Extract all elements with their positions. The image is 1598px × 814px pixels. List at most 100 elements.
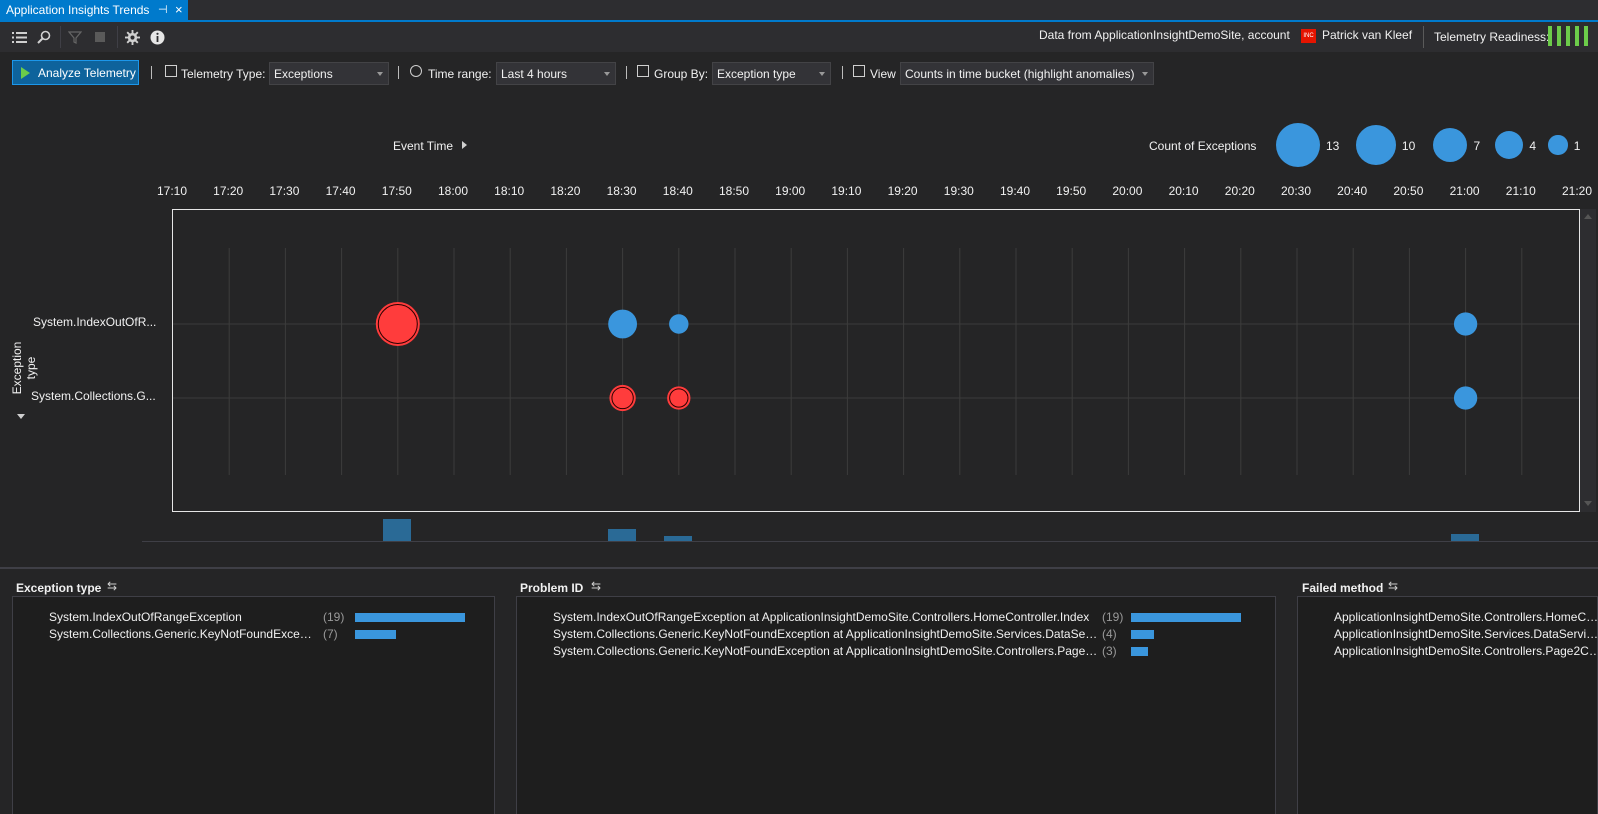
scroll-up-icon[interactable] — [1584, 214, 1592, 219]
anomaly-bubble[interactable] — [609, 384, 636, 412]
bubble-chart-plot[interactable] — [172, 209, 1580, 512]
x-tick-label: 20:00 — [1112, 184, 1143, 198]
panel-divider[interactable] — [0, 567, 1598, 569]
list-item[interactable]: System.IndexOutOfRangeException (19) — [13, 610, 494, 626]
search-icon[interactable] — [35, 28, 53, 46]
list-item[interactable]: ApplicationInsightDemoSite.Services.Data… — [1298, 627, 1597, 643]
readiness-bar — [1557, 26, 1561, 46]
y-axis-row-label[interactable]: System.IndexOutOfR... — [33, 315, 157, 329]
legend-value: 4 — [1529, 139, 1537, 153]
list-item[interactable]: System.Collections.Generic.KeyNotFoundEx… — [517, 627, 1275, 643]
list-icon[interactable] — [10, 28, 28, 46]
chevron-right-icon[interactable] — [462, 141, 467, 149]
swap-icon[interactable]: ⇆ — [1388, 579, 1399, 593]
separator — [151, 66, 152, 79]
group-by-dropdown[interactable]: Exception type — [712, 62, 831, 85]
list-item-bar — [355, 630, 396, 639]
view-icon — [853, 65, 865, 77]
list-item-name: System.IndexOutOfRangeException at Appli… — [553, 610, 1090, 624]
exception-bubble[interactable] — [608, 309, 638, 339]
account-name[interactable]: Patrick van Kleef — [1322, 28, 1413, 42]
chevron-down-icon[interactable] — [17, 414, 25, 419]
x-axis-title[interactable]: Event Time — [393, 139, 454, 153]
list-item-name: ApplicationInsightDemoSite.Services.Data… — [1334, 627, 1597, 641]
histogram-bar[interactable] — [1450, 534, 1479, 541]
account-badge: INC — [1301, 29, 1316, 43]
panel-title-problem-id: Problem ID — [520, 581, 584, 595]
view-dropdown[interactable]: Counts in time bucket (highlight anomali… — [900, 62, 1154, 85]
pin-icon[interactable]: ⊣ — [158, 4, 168, 16]
anomaly-ring — [611, 386, 634, 410]
swap-icon[interactable]: ⇆ — [107, 579, 118, 593]
list-item[interactable]: System.Collections.Generic.KeyNotFoundEx… — [517, 644, 1275, 660]
list-item-count: (3) — [1102, 644, 1117, 658]
analyze-telemetry-button[interactable]: Analyze Telemetry — [12, 60, 139, 85]
x-tick-label: 18:30 — [606, 184, 637, 198]
x-tick-label: 20:30 — [1280, 184, 1312, 198]
separator — [626, 66, 627, 79]
failed-method-panel: ApplicationInsightDemoSite.Controllers.H… — [1297, 596, 1598, 814]
list-item-bar — [1131, 647, 1149, 656]
separator — [398, 66, 399, 79]
histogram-bar[interactable] — [663, 535, 692, 541]
legend-bubble — [1356, 125, 1396, 165]
legend-bubble — [1494, 130, 1524, 160]
view-value: Counts in time bucket (highlight anomali… — [905, 66, 1135, 81]
bubble-chart-svg — [173, 248, 1579, 475]
filter-icon[interactable] — [66, 28, 84, 46]
legend-bubble — [1432, 127, 1468, 163]
view-label: View — [870, 67, 896, 81]
anomaly-bubble[interactable] — [375, 302, 420, 346]
swap-icon[interactable]: ⇆ — [591, 579, 602, 593]
tab-application-insights-trends[interactable]: Application Insights Trends ⊣ × — [0, 0, 188, 20]
x-tick-label: 19:30 — [943, 184, 974, 198]
x-tick-label: 21:00 — [1449, 184, 1480, 198]
x-tick-label: 20:20 — [1224, 184, 1255, 198]
scroll-down-icon[interactable] — [1584, 501, 1592, 506]
list-item[interactable]: ApplicationInsightDemoSite.Controllers.P… — [1298, 644, 1597, 660]
x-tick-label: 17:30 — [269, 184, 300, 198]
list-item[interactable]: System.Collections.Generic.KeyNotFoundEx… — [13, 627, 494, 643]
list-item-name: System.Collections.Generic.KeyNotFoundEx… — [553, 627, 1099, 641]
list-item-name: ApplicationInsightDemoSite.Controllers.H… — [1334, 610, 1597, 624]
y-axis-row-label[interactable]: System.Collections.G... — [31, 389, 156, 403]
exception-bubble[interactable] — [1453, 312, 1478, 336]
list-item-count: (19) — [323, 610, 345, 624]
chart-scrollbar[interactable] — [1580, 209, 1596, 512]
readiness-bar — [1566, 26, 1570, 46]
clock-icon — [410, 65, 422, 77]
list-item-name: System.Collections.Generic.KeyNotFoundEx… — [553, 644, 1099, 658]
anomaly-ring — [377, 304, 418, 344]
exception-bubble[interactable] — [669, 314, 689, 334]
stop-icon[interactable] — [91, 28, 109, 46]
time-range-dropdown[interactable]: Last 4 hours — [496, 62, 616, 85]
info-icon[interactable] — [148, 28, 166, 46]
list-item-count: (7) — [323, 627, 338, 641]
chevron-down-icon — [377, 72, 383, 76]
x-tick-label: 17:10 — [156, 184, 188, 198]
histogram-baseline — [142, 541, 1598, 542]
top-toolbar — [0, 22, 1598, 52]
telemetry-type-dropdown[interactable]: Exceptions — [269, 62, 389, 85]
readiness-bar — [1584, 26, 1588, 46]
settings-gear-icon[interactable] — [123, 28, 141, 46]
panel-title-failed-method: Failed method — [1302, 581, 1384, 595]
group-by-value: Exception type — [717, 66, 796, 81]
x-tick-label: 21:10 — [1505, 184, 1536, 198]
readiness-bar — [1548, 26, 1552, 46]
histogram-bar[interactable] — [607, 529, 636, 541]
exception-bubble[interactable] — [1453, 386, 1478, 410]
anomaly-bubble[interactable] — [667, 386, 691, 410]
exception-type-panel: System.IndexOutOfRangeException (19) Syste… — [12, 596, 495, 814]
problem-id-panel: System.IndexOutOfRangeException at Appli… — [516, 596, 1276, 814]
histogram-bar[interactable] — [382, 519, 411, 541]
x-tick-label: 19:40 — [999, 184, 1031, 198]
list-item[interactable]: ApplicationInsightDemoSite.Controllers.H… — [1298, 610, 1597, 626]
close-icon[interactable]: × — [175, 2, 183, 17]
list-item[interactable]: System.IndexOutOfRangeException at Appli… — [517, 610, 1275, 626]
tab-title: Application Insights Trends — [6, 3, 150, 17]
list-item-bar — [1131, 613, 1241, 622]
group-by-label: Group By: — [654, 67, 709, 81]
x-tick-label: 21:20 — [1561, 184, 1593, 198]
list-item-count: (19) — [1102, 610, 1124, 624]
